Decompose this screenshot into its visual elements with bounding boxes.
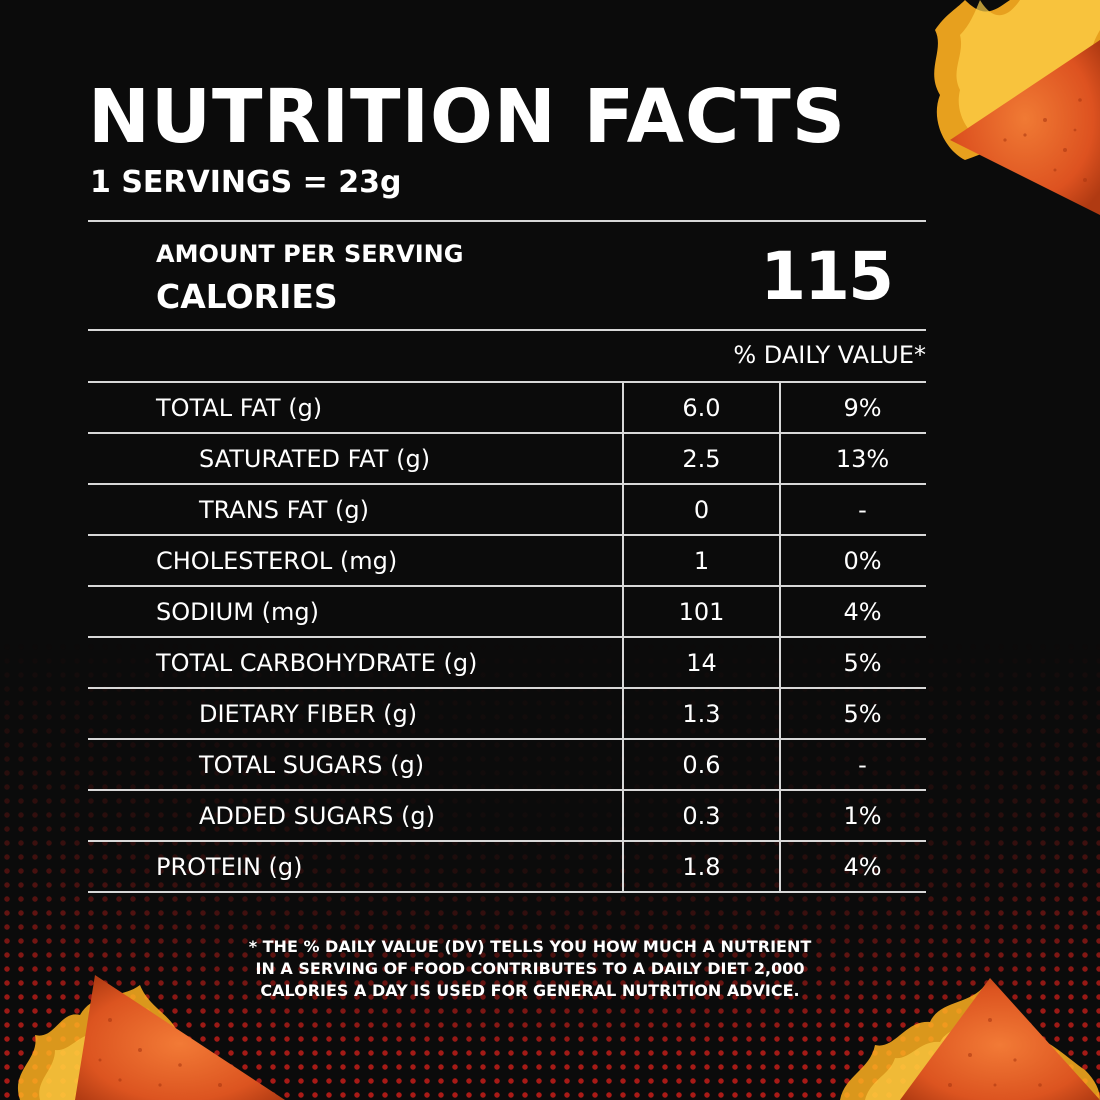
nutrient-amount: 0	[622, 484, 780, 536]
nutrient-row-sodium: SODIUM (mg) 101 4%	[88, 586, 926, 638]
footnote-line-2: IN A SERVING OF FOOD CONTRIBUTES TO A DA…	[255, 959, 805, 978]
nutrient-name: SODIUM (mg)	[88, 586, 623, 638]
nutrient-row-total-carbohydrate: TOTAL CARBOHYDRATE (g) 14 5%	[88, 637, 926, 689]
tortilla-chip-top-right-icon	[934, 0, 1100, 215]
nutrient-name: PROTEIN (g)	[88, 841, 623, 893]
nutrient-row-saturated-fat: SATURATED FAT (g) 2.5 13%	[88, 433, 926, 485]
nutrient-daily-value: -	[779, 484, 926, 536]
nutrient-daily-value: 4%	[779, 586, 926, 638]
nutrient-row-cholesterol: CHOLESTEROL (mg) 1 0%	[88, 535, 926, 587]
nutrient-name: TOTAL FAT (g)	[88, 381, 623, 434]
nutrient-amount: 0.6	[622, 739, 780, 791]
nutrient-table: TOTAL FAT (g) 6.0 9% SATURATED FAT (g) 2…	[88, 381, 926, 893]
nutrient-daily-value: 5%	[779, 688, 926, 740]
nutrient-daily-value: 9%	[779, 381, 926, 434]
nutrient-name: TOTAL CARBOHYDRATE (g)	[88, 637, 623, 689]
daily-value-header: % DAILY VALUE*	[733, 341, 926, 369]
nutrient-amount: 1.8	[622, 841, 780, 893]
nutrient-daily-value: 5%	[779, 637, 926, 689]
nutrient-amount: 6.0	[622, 381, 780, 434]
nutrient-row-total-fat: TOTAL FAT (g) 6.0 9%	[88, 381, 926, 434]
nutrient-row-trans-fat: TRANS FAT (g) 0 -	[88, 484, 926, 536]
tortilla-chip-bottom-right-icon	[840, 978, 1100, 1100]
nutrient-daily-value: 4%	[779, 841, 926, 893]
nutrient-amount: 1.3	[622, 688, 780, 740]
nutrient-name: TOTAL SUGARS (g)	[88, 739, 623, 791]
nutrient-row-total-sugars: TOTAL SUGARS (g) 0.6 -	[88, 739, 926, 791]
footnote-line-1: * THE % DAILY VALUE (DV) TELLS YOU HOW M…	[248, 937, 812, 956]
nutrient-name: SATURATED FAT (g)	[88, 433, 623, 485]
nutrient-name: TRANS FAT (g)	[88, 484, 623, 536]
nutrient-name: CHOLESTEROL (mg)	[88, 535, 623, 587]
serving-size: 1 SERVINGS = 23g	[90, 165, 402, 200]
divider-calories	[88, 329, 926, 331]
nutrient-row-dietary-fiber: DIETARY FIBER (g) 1.3 5%	[88, 688, 926, 740]
nutrient-daily-value: -	[779, 739, 926, 791]
nutrient-daily-value: 0%	[779, 535, 926, 587]
nutrient-daily-value: 13%	[779, 433, 926, 485]
nutrient-amount: 14	[622, 637, 780, 689]
tortilla-chip-bottom-left-icon	[17, 975, 285, 1100]
nutrient-row-protein: PROTEIN (g) 1.8 4%	[88, 841, 926, 893]
nutrient-amount: 101	[622, 586, 780, 638]
calories-label: CALORIES	[156, 277, 338, 316]
footnote-line-3: CALORIES A DAY IS USED FOR GENERAL NUTRI…	[260, 981, 800, 1000]
nutrient-daily-value: 1%	[779, 790, 926, 842]
divider-top	[88, 220, 926, 222]
calories-value: 115	[760, 238, 894, 315]
nutrient-amount: 0.3	[622, 790, 780, 842]
nutrient-amount: 1	[622, 535, 780, 587]
amount-per-serving-label: AMOUNT PER SERVING	[156, 240, 464, 268]
nutrient-row-added-sugars: ADDED SUGARS (g) 0.3 1%	[88, 790, 926, 842]
daily-value-footnote: * THE % DAILY VALUE (DV) TELLS YOU HOW M…	[230, 936, 830, 1002]
page-title: NUTRITION FACTS	[88, 74, 847, 160]
nutrient-amount: 2.5	[622, 433, 780, 485]
nutrient-name: DIETARY FIBER (g)	[88, 688, 623, 740]
nutrient-name: ADDED SUGARS (g)	[88, 790, 623, 842]
